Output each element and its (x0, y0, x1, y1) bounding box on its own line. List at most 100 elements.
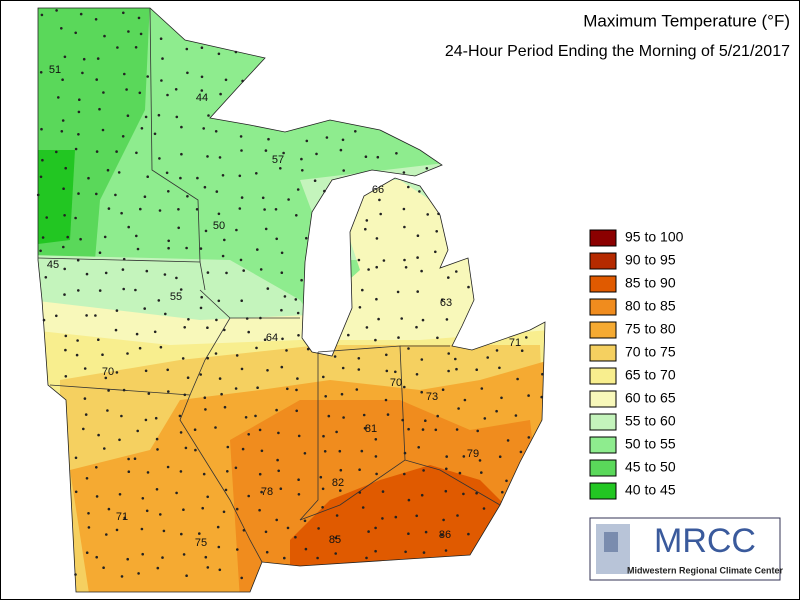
station-dot (357, 357, 361, 360)
station-dot (279, 487, 283, 491)
station-dot (482, 507, 486, 510)
station-value: 81 (365, 423, 377, 435)
station-dot (214, 352, 218, 355)
station-dot (137, 16, 141, 20)
station-dot (79, 237, 82, 241)
station-dot (158, 157, 161, 160)
station-dot (334, 552, 338, 555)
station-dot (97, 433, 100, 437)
station-dot (120, 575, 124, 578)
station-dot (127, 470, 131, 474)
station-dot (403, 451, 407, 455)
station-dot (401, 418, 405, 422)
legend-swatch (589, 367, 617, 385)
station-dot (381, 517, 384, 520)
station-dot (238, 174, 242, 178)
legend-label: 80 to 85 (625, 298, 676, 314)
station-dot (407, 185, 410, 189)
station-dot (358, 468, 361, 472)
state-line (299, 459, 501, 521)
station-dot (354, 130, 357, 133)
station-dot (340, 392, 344, 396)
station-dot (264, 149, 268, 152)
station-dot (136, 247, 140, 251)
station-dot (223, 238, 226, 242)
station-dot (115, 309, 119, 312)
station-dot (74, 490, 78, 494)
station-dot (402, 171, 406, 174)
station-dot (144, 418, 148, 422)
station-dot (323, 450, 327, 453)
legend-label: 50 to 55 (625, 436, 676, 452)
station-dot (115, 528, 119, 532)
station-dot (445, 318, 449, 321)
legend-swatch (589, 252, 617, 270)
station-dot (305, 236, 308, 240)
station-dot (125, 88, 128, 91)
station-dot (375, 297, 378, 301)
station-dot (319, 475, 323, 479)
station-dot (407, 498, 411, 502)
station-dot (300, 157, 303, 161)
station-dot (339, 148, 343, 152)
station-dot (134, 288, 137, 292)
station-dot (220, 392, 223, 396)
station-dot (403, 225, 406, 229)
legend-label: 70 to 75 (625, 344, 676, 360)
station-dot (361, 288, 364, 292)
station-dot (415, 514, 419, 518)
station-dot (321, 487, 325, 491)
station-dot (317, 527, 320, 530)
station-dot (385, 369, 389, 373)
logo-caption: Midwestern Regional Climate Center (627, 565, 784, 575)
station-dot (134, 46, 138, 49)
station-dot (175, 491, 178, 495)
legend-label: 75 to 80 (625, 321, 676, 337)
station-value: 66 (372, 184, 384, 196)
station-dot (106, 409, 109, 412)
station-dot (339, 489, 342, 492)
station-dot (367, 530, 370, 533)
station-dot (259, 316, 262, 320)
station-dot (146, 471, 150, 474)
station-dot (76, 258, 80, 262)
station-dot (327, 414, 331, 418)
station-dot (145, 269, 149, 273)
station-dot (403, 258, 406, 262)
station-dot (167, 190, 170, 193)
station-dot (235, 228, 238, 232)
station-dot (444, 489, 448, 493)
station-dot (357, 368, 361, 371)
station-dot (440, 298, 444, 302)
station-value: 45 (47, 259, 59, 271)
station-dot (498, 366, 501, 370)
station-dot (444, 549, 448, 552)
station-dot (540, 395, 543, 399)
station-dot (379, 212, 383, 216)
station-dot (143, 195, 147, 198)
station-dot (167, 246, 170, 250)
station-dot (167, 390, 170, 393)
station-dot (138, 91, 142, 95)
station-dot (118, 493, 122, 496)
station-dot (61, 78, 64, 81)
station-dot (184, 446, 188, 450)
station-dot (294, 535, 297, 539)
station-dot (200, 89, 204, 92)
station-dot (84, 413, 88, 416)
station-dot (146, 75, 149, 78)
station-dot (57, 96, 60, 99)
station-dot (217, 299, 221, 303)
station-dot (103, 447, 106, 450)
station-dot (180, 125, 183, 129)
station-dot (78, 98, 81, 101)
legend-label: 40 to 45 (625, 482, 676, 498)
station-dot (241, 79, 244, 83)
stations (36, 9, 544, 580)
station-dot (180, 152, 183, 156)
station-dot (296, 311, 300, 315)
station-dot (215, 318, 218, 322)
station-dot (114, 193, 117, 197)
station-dot (64, 166, 67, 170)
legend: 95 to 100 90 to 95 85 to 90 80 to 85 75 to 8… (589, 229, 684, 500)
